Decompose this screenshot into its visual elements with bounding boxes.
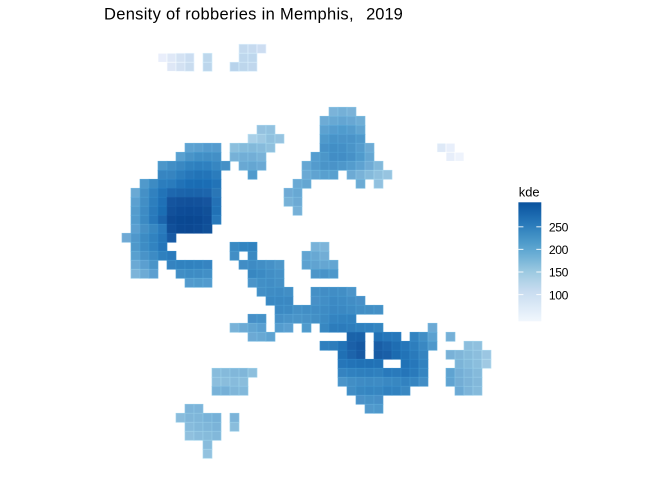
svg-text:150: 150 [549, 266, 569, 280]
svg-text:Density of robberies in Memphi: Density of robberies in Memphis, [104, 5, 354, 23]
svg-text:200: 200 [549, 243, 569, 257]
svg-text:250: 250 [549, 221, 569, 235]
svg-text:kde: kde [519, 184, 540, 199]
svg-text:100: 100 [549, 288, 569, 302]
svg-text:2019: 2019 [366, 5, 403, 23]
